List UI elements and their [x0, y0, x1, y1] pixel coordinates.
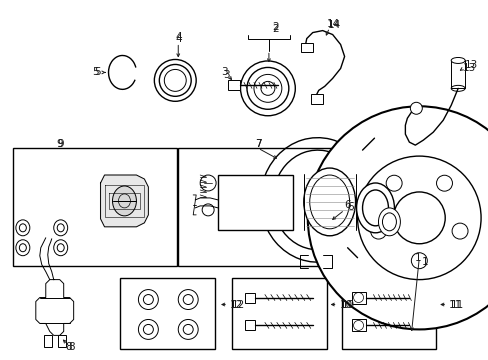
Bar	[450, 60, 464, 88]
Text: 7: 7	[254, 139, 261, 149]
Circle shape	[202, 204, 214, 216]
Ellipse shape	[356, 183, 394, 233]
Ellipse shape	[450, 58, 464, 63]
Circle shape	[393, 192, 444, 244]
Text: 5: 5	[92, 67, 99, 77]
Ellipse shape	[154, 59, 196, 101]
Text: 3: 3	[223, 71, 229, 80]
Text: 11: 11	[448, 300, 462, 310]
Text: 6: 6	[347, 202, 353, 212]
Bar	[13, 148, 177, 266]
Text: 6: 6	[344, 200, 350, 210]
Text: 2: 2	[272, 22, 279, 32]
Text: 1: 1	[421, 257, 427, 267]
Circle shape	[409, 102, 422, 114]
Text: 7: 7	[254, 139, 261, 149]
Text: 10: 10	[341, 300, 354, 310]
Text: 4: 4	[175, 33, 181, 44]
Circle shape	[386, 175, 401, 191]
Ellipse shape	[240, 61, 295, 116]
Bar	[227, 80, 240, 90]
Bar	[178, 148, 416, 266]
Ellipse shape	[112, 186, 136, 216]
Ellipse shape	[16, 240, 30, 256]
Text: 12: 12	[229, 300, 243, 310]
Bar	[244, 293, 254, 302]
Bar	[232, 278, 326, 349]
Circle shape	[451, 223, 467, 239]
Circle shape	[178, 289, 198, 310]
Ellipse shape	[54, 240, 67, 256]
Bar	[351, 319, 365, 332]
Ellipse shape	[54, 220, 67, 236]
Polygon shape	[101, 175, 148, 227]
Text: 4: 4	[175, 32, 181, 41]
Circle shape	[370, 223, 386, 239]
Ellipse shape	[16, 220, 30, 236]
Text: 14: 14	[326, 19, 340, 28]
Text: 13: 13	[464, 60, 477, 71]
Circle shape	[200, 175, 216, 191]
Text: 8: 8	[68, 342, 75, 352]
Circle shape	[410, 253, 427, 269]
Text: 13: 13	[462, 63, 475, 73]
Text: 9: 9	[56, 139, 63, 149]
Text: 3: 3	[221, 67, 227, 77]
Circle shape	[178, 319, 198, 339]
Bar	[300, 42, 312, 53]
Bar	[218, 175, 292, 230]
Polygon shape	[36, 280, 74, 336]
Ellipse shape	[303, 168, 355, 236]
Text: 11: 11	[450, 300, 464, 310]
Circle shape	[436, 175, 451, 191]
Bar	[341, 278, 435, 349]
Text: 10: 10	[339, 300, 352, 310]
Ellipse shape	[378, 208, 400, 236]
Text: 12: 12	[232, 300, 245, 310]
Bar	[44, 336, 52, 347]
Circle shape	[138, 289, 158, 310]
Circle shape	[138, 319, 158, 339]
Text: 8: 8	[65, 342, 72, 352]
Text: 1: 1	[413, 253, 420, 263]
Text: 2: 2	[272, 24, 279, 33]
Bar	[120, 278, 215, 349]
Text: 9: 9	[57, 139, 64, 149]
Circle shape	[307, 106, 488, 329]
Bar	[351, 292, 365, 303]
Bar	[58, 336, 65, 347]
Text: 14: 14	[327, 19, 341, 30]
Bar	[310, 94, 322, 104]
Bar	[244, 320, 254, 330]
Text: 5: 5	[94, 67, 101, 77]
